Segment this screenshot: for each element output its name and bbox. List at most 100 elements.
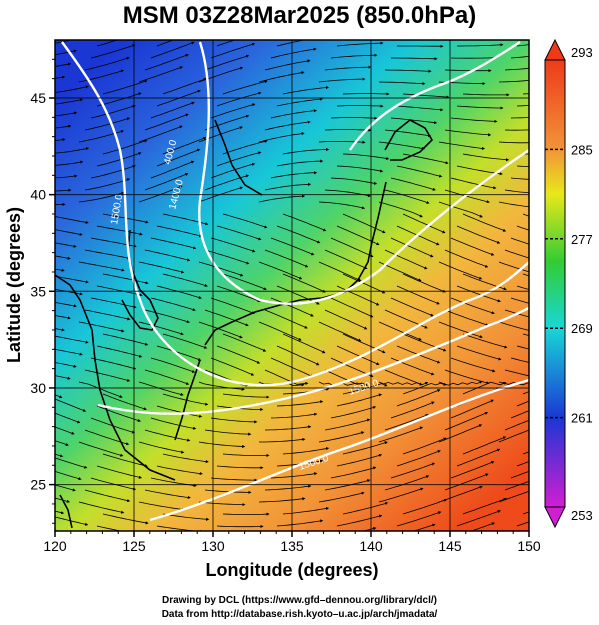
- streamline: [457, 43, 504, 47]
- streamline: [204, 114, 250, 131]
- map-plot-area: 400.0 1400.0 1500.0 1500.0 1500.0: [54, 39, 530, 550]
- streamline: [402, 498, 448, 515]
- streamline: [384, 413, 429, 431]
- streamline: [516, 104, 529, 107]
- streamline: [516, 400, 529, 407]
- streamline: [102, 513, 149, 525]
- streamline: [462, 497, 507, 515]
- streamline: [276, 225, 321, 244]
- streamline: [55, 268, 65, 272]
- streamline: [258, 194, 306, 203]
- streamline: [55, 255, 71, 260]
- streamline: [330, 116, 378, 120]
- streamline: [150, 417, 197, 430]
- streamline: [96, 92, 142, 107]
- streamline: [144, 173, 189, 191]
- streamline: [55, 348, 83, 356]
- streamline: [204, 54, 250, 71]
- streamline: [276, 97, 323, 107]
- streamline: [498, 79, 529, 83]
- streamline: [156, 225, 203, 238]
- streamline: [138, 66, 184, 83]
- streamline: [444, 249, 489, 268]
- colorbar-top-triangle: [544, 38, 566, 61]
- colorbar-gradient: [544, 59, 566, 508]
- streamline: [504, 419, 529, 431]
- streamline: [216, 91, 262, 107]
- streamline: [55, 188, 72, 192]
- streamline: [324, 249, 368, 270]
- streamline: [504, 189, 529, 194]
- streamline: [336, 41, 384, 47]
- streamline: [162, 77, 207, 95]
- streamline: [84, 178, 131, 191]
- streamline: [384, 129, 432, 138]
- streamline: [336, 165, 384, 173]
- streamline: [156, 465, 203, 476]
- streamline: [462, 381, 507, 395]
- streamline: [222, 139, 268, 155]
- streamline: [391, 57, 438, 61]
- streamline: [55, 75, 66, 79]
- streamline: [444, 69, 492, 73]
- x-tick-label-140: 140: [359, 538, 383, 554]
- streamline: [150, 101, 195, 119]
- streamline: [144, 309, 190, 324]
- streamline: [216, 225, 262, 241]
- colorbar-tick-label-269: 269: [571, 321, 593, 336]
- streamline: [222, 80, 268, 95]
- streamline: [318, 201, 366, 210]
- streamline: [456, 510, 501, 527]
- streamline: [402, 153, 449, 165]
- streamline: [318, 491, 365, 503]
- streamline: [450, 399, 494, 419]
- streamline: [270, 412, 318, 419]
- streamline: [210, 477, 258, 482]
- streamline: [444, 411, 489, 431]
- x-tick-label-120: 120: [43, 538, 67, 554]
- streamline: [144, 249, 191, 262]
- streamline: [222, 393, 270, 399]
- streamline: [78, 441, 124, 457]
- streamline: [504, 480, 529, 491]
- streamline: [330, 466, 377, 479]
- streamline: [78, 69, 125, 83]
- streamline: [84, 309, 131, 321]
- coastline-ryukyu: [174, 359, 201, 441]
- streamline: [55, 124, 72, 129]
- streamline: [258, 321, 302, 341]
- streamline: [84, 369, 131, 382]
- streamline: [216, 151, 262, 167]
- streamline: [462, 436, 507, 455]
- streamline: [204, 249, 250, 265]
- streamline: [330, 406, 377, 419]
- streamline: [330, 237, 374, 258]
- streamline: [55, 147, 90, 154]
- streamline: [390, 462, 436, 479]
- streamline: [151, 538, 196, 544]
- streamline: [144, 53, 189, 71]
- streamline: [102, 393, 147, 411]
- streamline: [390, 237, 434, 258]
- height-contour-5: [349, 40, 521, 151]
- streamline: [378, 381, 423, 386]
- streamline: [55, 516, 89, 526]
- streamline: [402, 382, 447, 395]
- streamline: [324, 65, 372, 71]
- streamline: [385, 537, 428, 550]
- streamline: [282, 273, 326, 293]
- streamline: [342, 383, 388, 395]
- streamline: [162, 453, 209, 464]
- streamline: [318, 321, 362, 342]
- streamline: [510, 55, 529, 59]
- streamline: [396, 389, 441, 407]
- streamline: [276, 159, 324, 167]
- x-tick-label-150: 150: [517, 538, 541, 554]
- streamline: [390, 177, 436, 191]
- streamline: [336, 453, 383, 467]
- lat-lon-grid: [55, 40, 529, 531]
- streamline: [504, 67, 529, 71]
- streamline: [390, 297, 434, 317]
- streamline: [276, 40, 307, 47]
